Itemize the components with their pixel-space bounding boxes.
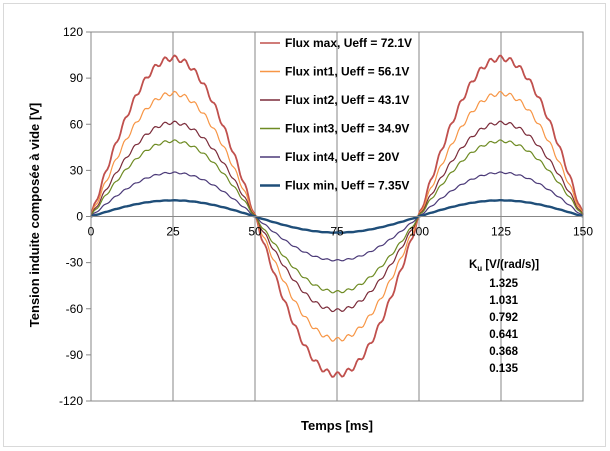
y-tick-label: 0 bbox=[76, 210, 83, 224]
ku-table-value: 0.368 bbox=[489, 346, 518, 358]
legend-entry-label: Flux min, Ueff = 7.35V bbox=[285, 179, 409, 193]
x-tick-label: 75 bbox=[330, 225, 344, 239]
x-tick-label: 25 bbox=[166, 225, 180, 239]
x-tick-label: 0 bbox=[88, 225, 95, 239]
y-tick-label: 60 bbox=[70, 117, 84, 131]
y-tick-label: -90 bbox=[66, 348, 84, 362]
legend-entry-label: Flux int2, Ueff = 43.1V bbox=[285, 93, 409, 107]
ku-table-value: 1.031 bbox=[489, 295, 518, 307]
y-axis-title: Tension induite composée à vide [V] bbox=[27, 103, 42, 327]
y-tick-label: 90 bbox=[70, 71, 84, 85]
ku-table-value: 0.641 bbox=[489, 329, 518, 341]
legend-entry-label: Flux int3, Ueff = 34.9V bbox=[285, 122, 409, 136]
y-tick-label: -120 bbox=[59, 394, 83, 408]
y-tick-label: 30 bbox=[70, 163, 84, 177]
x-tick-label: 125 bbox=[491, 225, 511, 239]
legend-entry-label: Flux max, Ueff = 72.1V bbox=[285, 36, 412, 50]
ku-table-value: 0.135 bbox=[489, 363, 518, 375]
legend: Flux max, Ueff = 72.1V Flux int1, Ueff = … bbox=[260, 36, 412, 193]
ku-table: Ku [V/(rad/s)] 1.325 1.031 0.792 0.641 0.368 0… bbox=[469, 259, 539, 375]
y-tick-label: -60 bbox=[66, 302, 84, 316]
legend-entry-label: Flux int4, Ueff = 20V bbox=[285, 150, 399, 164]
ku-table-header: Ku [V/(rad/s)] bbox=[469, 259, 539, 273]
x-tick-label: 50 bbox=[248, 225, 262, 239]
ku-table-value: 1.325 bbox=[489, 278, 518, 290]
x-tick-label: 100 bbox=[409, 225, 429, 239]
y-tick-label: 120 bbox=[63, 25, 83, 39]
ku-table-value: 0.792 bbox=[489, 312, 518, 324]
legend-entry-label: Flux int1, Ueff = 56.1V bbox=[285, 65, 409, 79]
x-axis-title: Temps [ms] bbox=[301, 418, 373, 433]
y-tick-label: -30 bbox=[66, 256, 84, 270]
x-tick-label: 150 bbox=[573, 225, 593, 239]
